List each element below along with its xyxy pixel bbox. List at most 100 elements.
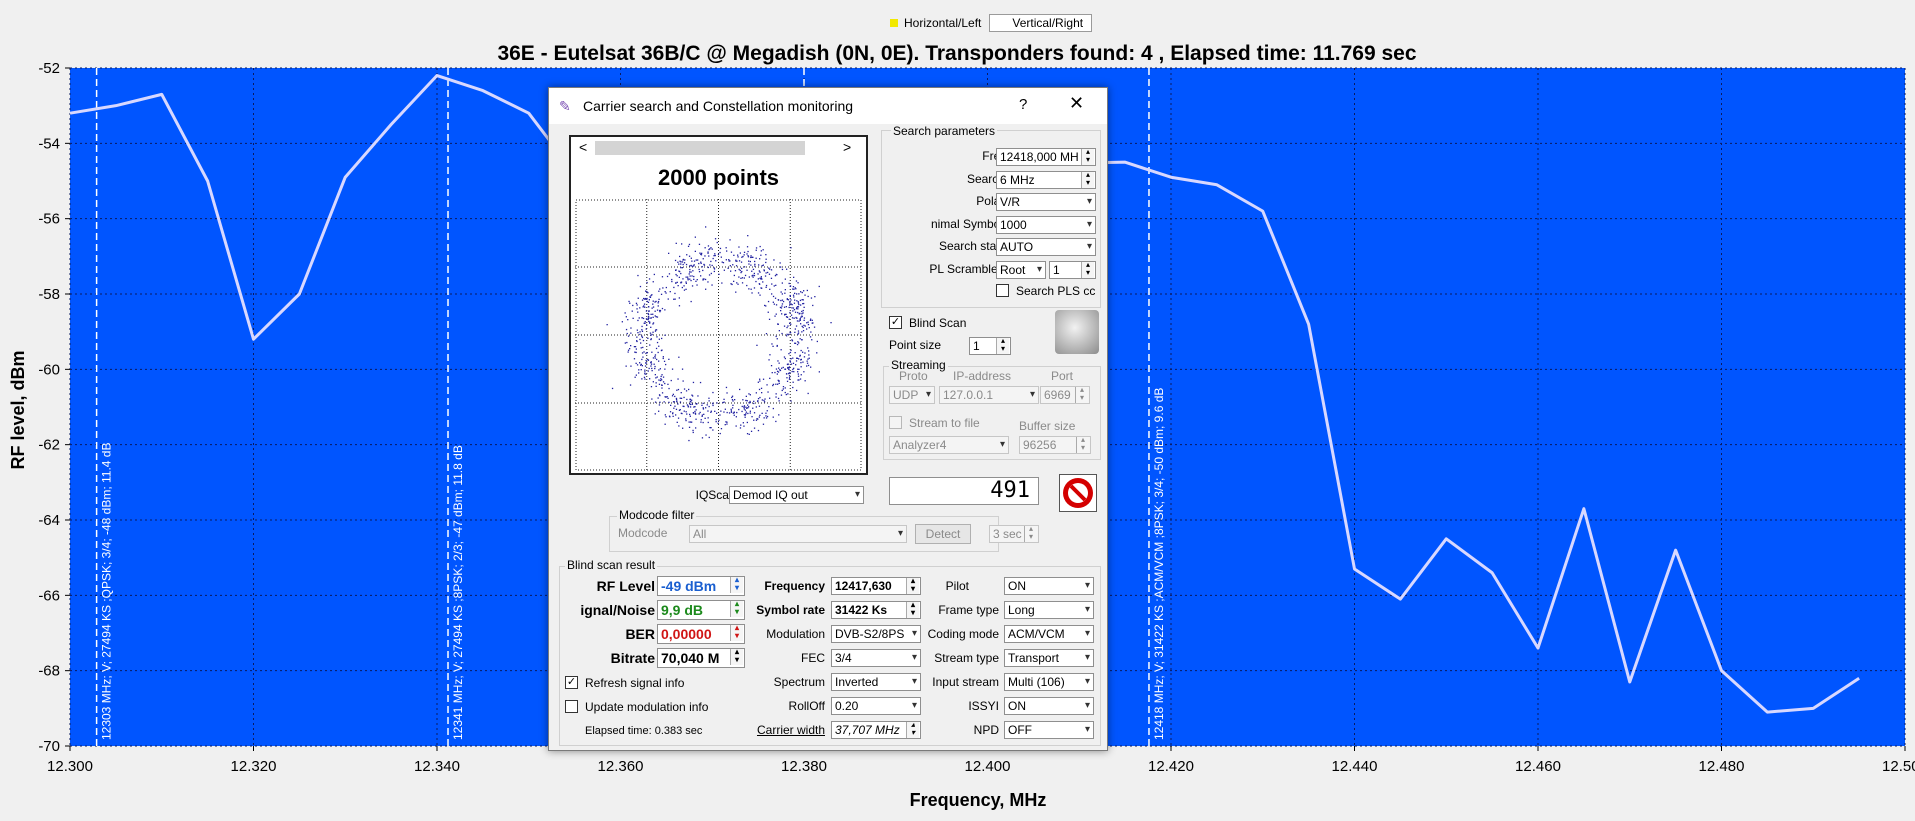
modcode-select[interactable]: All [689, 525, 907, 543]
point-size-label: Point size [889, 338, 942, 352]
stream-type-label: Stream type [934, 651, 999, 665]
y-tick-label: -58 [38, 286, 60, 303]
iqscan-point-select[interactable]: Demod IQ out [729, 486, 864, 504]
search-range-input[interactable]: 6 MHz [996, 171, 1096, 189]
stop-button[interactable] [1059, 474, 1097, 512]
buffer-size-label: Buffer size [1019, 419, 1076, 433]
point-size-input[interactable]: 1 [969, 337, 1011, 355]
x-tick-label: 12.320 [231, 758, 277, 775]
buffer-size-input[interactable]: 96256 [1019, 436, 1091, 454]
bitrate-value: 70,040 M [657, 648, 745, 668]
legend-item-vertical[interactable]: Vertical/Right [989, 14, 1093, 32]
fec-label: FEC [801, 651, 825, 665]
min-symbol-rate-select[interactable]: 1000 [996, 216, 1096, 234]
stream-to-file-checkbox[interactable] [889, 416, 902, 429]
frequency-input[interactable]: 12418,000 MH [996, 148, 1096, 166]
port-input[interactable]: 6969 [1040, 386, 1090, 404]
legend-swatch-horizontal [890, 19, 898, 27]
proto-select[interactable]: UDP [889, 386, 935, 404]
search-parameters-title: Search parameters [891, 124, 998, 138]
ber-label: BER [625, 626, 655, 642]
y-tick-label: -62 [38, 437, 60, 454]
ip-address-select[interactable]: 127.0.0.1 [939, 386, 1039, 404]
x-ticks: 12.300 12.320 12.340 12.360 12.380 12.400 12.4… [47, 746, 1915, 775]
globe-icon[interactable] [1055, 310, 1099, 354]
x-tick-label: 12.380 [781, 758, 827, 775]
blind-scan-result-group [559, 566, 1101, 746]
input-stream-select[interactable]: Multi (106) [1004, 673, 1094, 691]
bitrate-label: Bitrate [610, 650, 655, 666]
transponder-marker-label: 12341 MHz; V; 27494 KS ;8PSK; 2/3; -47 d… [451, 445, 465, 740]
y-tick-label: -66 [38, 587, 60, 604]
rf-level-value: -49 dBm [657, 576, 745, 596]
proto-label: Proto [899, 369, 928, 383]
constellation-scrollbar[interactable]: < > [575, 139, 862, 157]
help-button[interactable]: ? [1019, 96, 1028, 113]
y-tick-label: -52 [38, 60, 60, 77]
close-button[interactable]: ✕ [1069, 93, 1085, 113]
carrier-width-label[interactable]: Carrier width [756, 723, 825, 737]
x-tick-label: 12.440 [1332, 758, 1378, 775]
streaming-group [883, 366, 1101, 460]
x-tick-label: 12.420 [1148, 758, 1194, 775]
update-modulation-label: Update modulation info [585, 700, 709, 714]
polarization-select[interactable]: V/R [996, 193, 1096, 211]
y-tick-label: -64 [38, 512, 60, 529]
rf-level-label: RF Level [596, 578, 655, 594]
coding-mode-select[interactable]: ACM/VCM [1004, 625, 1094, 643]
pilot-select[interactable]: ON [1004, 577, 1094, 595]
npd-label: NPD [973, 723, 999, 737]
constellation-grid [575, 199, 862, 471]
scroll-right-button[interactable]: > [843, 139, 852, 155]
dialog-titlebar[interactable]: ✎ Carrier search and Constellation monit… [549, 88, 1107, 124]
points-count-title: 2000 points [657, 165, 780, 190]
rolloff-select[interactable]: 0.20 [831, 697, 921, 715]
y-axis-label: RF level, dBm [8, 350, 28, 469]
spectrum-select[interactable]: Inverted [831, 673, 921, 691]
pl-scramble-code-input[interactable]: 1 [1049, 261, 1096, 279]
y-tick-label: -60 [38, 361, 60, 378]
y-tick-label: -54 [38, 135, 60, 152]
y-ticks: -52 -54 -56 -58 -60 -62 -64 -66 -68 -70 [38, 60, 70, 755]
constellation-points [606, 226, 832, 442]
search-standard-select[interactable]: AUTO [996, 238, 1096, 256]
modcode-label: Modcode [618, 526, 668, 540]
search-pls-checkbox[interactable] [996, 284, 1009, 297]
carrier-search-dialog[interactable]: ✎ Carrier search and Constellation monit… [548, 87, 1108, 751]
transponder-markers: 12303 MHz; V; 27494 KS ;QPSK; 3/4; -48 d… [95, 68, 1166, 746]
scroll-left-button[interactable]: < [579, 139, 588, 155]
signal-noise-value: 9,9 dB [657, 600, 745, 620]
issyi-select[interactable]: ON [1004, 697, 1094, 715]
spectrum-label: Spectrum [773, 675, 825, 689]
stream-type-select[interactable]: Transport [1004, 649, 1094, 667]
frame-type-select[interactable]: Long [1004, 601, 1094, 619]
detect-button[interactable]: Detect [915, 524, 971, 544]
stream-to-file-label: Stream to file [909, 416, 980, 430]
fec-select[interactable]: 3/4 [831, 649, 921, 667]
legend-item-horizontal[interactable]: Horizontal/Left [882, 14, 989, 32]
detect-time-input[interactable]: 3 sec [989, 525, 1039, 543]
legend-swatch-vertical [998, 19, 1007, 27]
refresh-signal-checkbox[interactable]: ✓ [565, 676, 578, 689]
blind-scan-checkbox[interactable]: ✓ [889, 316, 902, 329]
port-label: Port [1051, 369, 1074, 383]
legend-label-horizontal: Horizontal/Left [904, 16, 982, 30]
x-tick-label: 12.300 [47, 758, 93, 775]
legend[interactable]: Horizontal/Left Vertical/Right [882, 14, 1093, 32]
refresh-signal-label: Refresh signal info [585, 676, 685, 690]
constellation-panel: < > 2000 points [569, 135, 868, 475]
rolloff-label: RollOff [788, 699, 825, 713]
pl-scramble-mode-select[interactable]: Root [996, 261, 1046, 279]
input-stream-label: Input stream [932, 675, 999, 689]
scrollbar-thumb[interactable] [595, 141, 805, 155]
npd-select[interactable]: OFF [1004, 721, 1094, 739]
modulation-select[interactable]: DVB-S2/8PS [831, 625, 921, 643]
stream-file-select[interactable]: Analyzer4 [889, 436, 1009, 454]
result-frequency-value: 12417,630 [831, 577, 921, 595]
series-group [69, 74, 1860, 714]
result-frequency-label: Frequency [764, 579, 825, 593]
x-tick-label: 12.500 [1882, 758, 1915, 775]
y-tick-label: -68 [38, 663, 60, 680]
blind-scan-result-title: Blind scan result [565, 558, 658, 572]
update-modulation-checkbox[interactable] [565, 700, 578, 713]
